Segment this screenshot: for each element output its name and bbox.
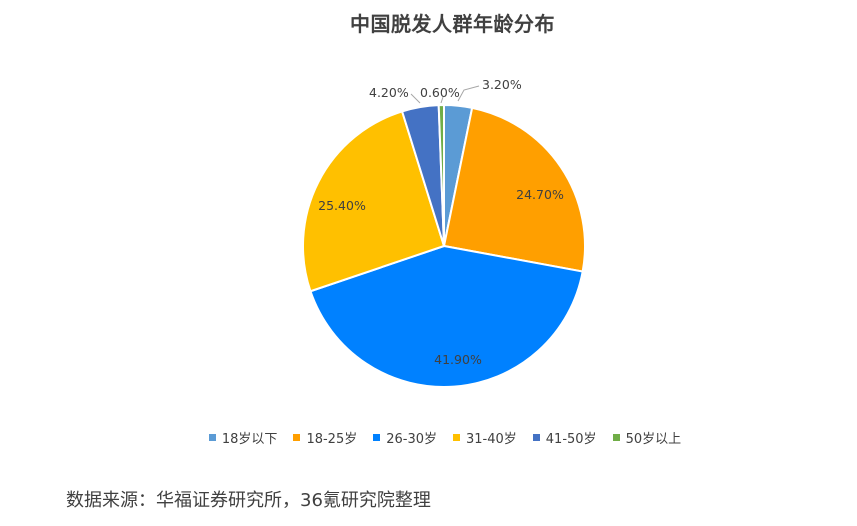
leader-line (440, 96, 444, 104)
legend-swatch (373, 434, 381, 441)
chart-title: 中国脱发人群年龄分布 (350, 12, 555, 36)
legend-label: 18-25岁 (306, 432, 358, 447)
legend-label: 26-30岁 (386, 432, 437, 447)
legend-swatch (612, 434, 620, 441)
pie-slice (309, 244, 584, 388)
legend-swatch (453, 434, 460, 441)
legend: 18岁以下 18-25岁 26-30岁 31-40岁 41-50岁 50岁以上 (0, 428, 857, 447)
legend-swatch (208, 434, 216, 441)
data-label: 24.70% (516, 187, 564, 202)
data-label: 25.40% (318, 198, 366, 213)
legend-label: 50岁以上 (625, 432, 682, 447)
legend-item: 18-25岁 (293, 428, 357, 447)
source-note: 数据来源：华福证券研究所，36氪研究院整理 (66, 490, 431, 511)
data-label: 4.20% (369, 85, 409, 100)
legend-swatch (532, 434, 540, 441)
leader-line (410, 93, 421, 104)
legend-item: 41-50岁 (532, 428, 597, 447)
leader-line (457, 85, 480, 102)
legend-item: 18岁以下 (208, 428, 278, 447)
pie-slice (442, 106, 586, 273)
legend-item: 31-40岁 (453, 428, 517, 447)
legend-item: 26-30岁 (373, 428, 437, 447)
legend-item: 50岁以上 (612, 428, 682, 447)
pie-slice (437, 103, 445, 247)
legend-label: 41-50岁 (545, 432, 597, 447)
legend-swatch (293, 434, 301, 441)
pie-slice (302, 110, 446, 293)
data-label: 41.90% (434, 352, 482, 367)
data-label: 3.20% (482, 77, 522, 92)
legend-label: 18岁以下 (221, 432, 278, 447)
data-label: 0.60% (420, 85, 460, 100)
legend-label: 31-40岁 (466, 432, 517, 447)
